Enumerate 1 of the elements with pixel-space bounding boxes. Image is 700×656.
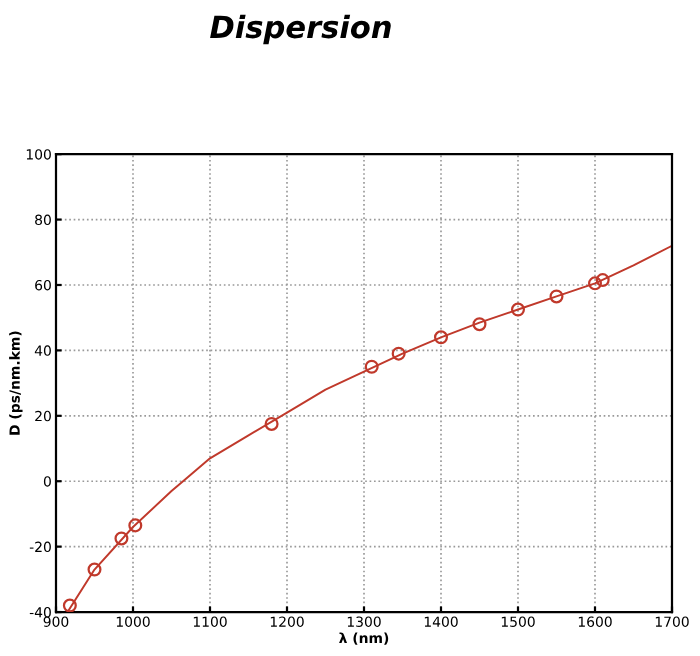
chart-title: Dispersion [210,14,391,45]
